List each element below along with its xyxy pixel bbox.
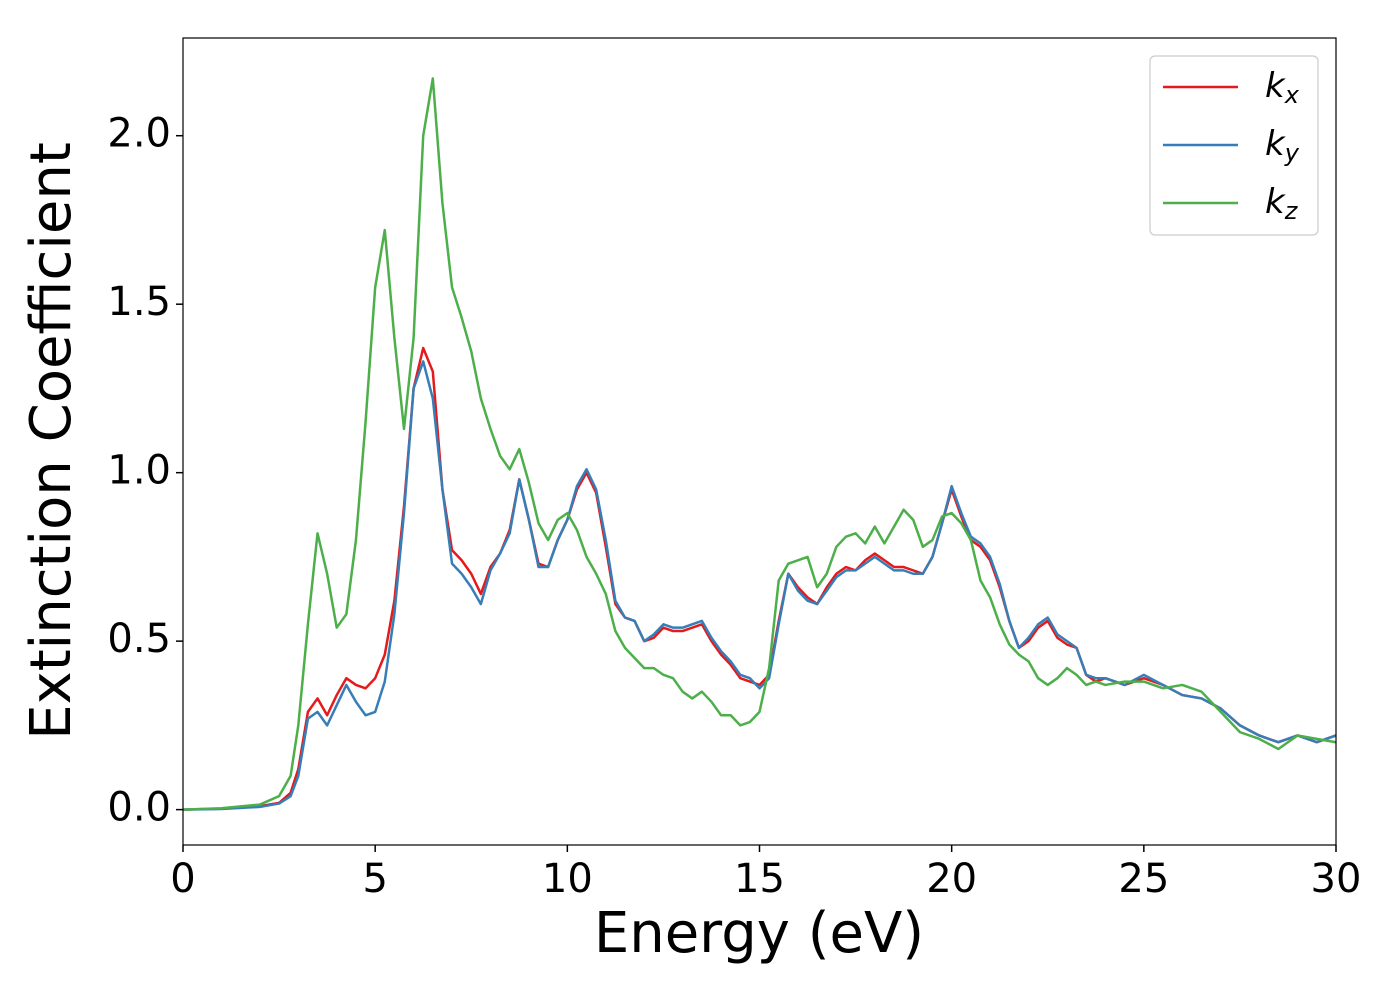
x-tick-label: 20 bbox=[926, 856, 977, 902]
y-tick-label: 2.0 bbox=[107, 111, 171, 157]
x-axis-label: Energy (eV) bbox=[594, 901, 924, 966]
data-line bbox=[182, 77, 1337, 811]
x-tick-label: 10 bbox=[542, 856, 593, 902]
legend-label: kz bbox=[1265, 182, 1299, 226]
data-line bbox=[182, 360, 1337, 811]
x-tick-label: 30 bbox=[1311, 856, 1362, 902]
y-tick-label: 0.0 bbox=[107, 785, 171, 831]
x-tick-label: 15 bbox=[734, 856, 785, 902]
x-tick-label: 25 bbox=[1118, 856, 1169, 902]
plot-frame bbox=[182, 37, 1337, 846]
legend-label: kx bbox=[1265, 66, 1300, 110]
x-tick-label: 0 bbox=[170, 856, 195, 902]
y-tick-label: 1.5 bbox=[107, 279, 171, 325]
x-tick-label: 5 bbox=[362, 856, 387, 902]
legend-label: ky bbox=[1265, 124, 1300, 168]
data-line bbox=[182, 346, 1337, 811]
y-tick-label: 0.5 bbox=[107, 616, 171, 662]
y-axis-label: Extinction Coefficient bbox=[19, 142, 84, 740]
y-tick-label: 1.0 bbox=[107, 448, 171, 494]
